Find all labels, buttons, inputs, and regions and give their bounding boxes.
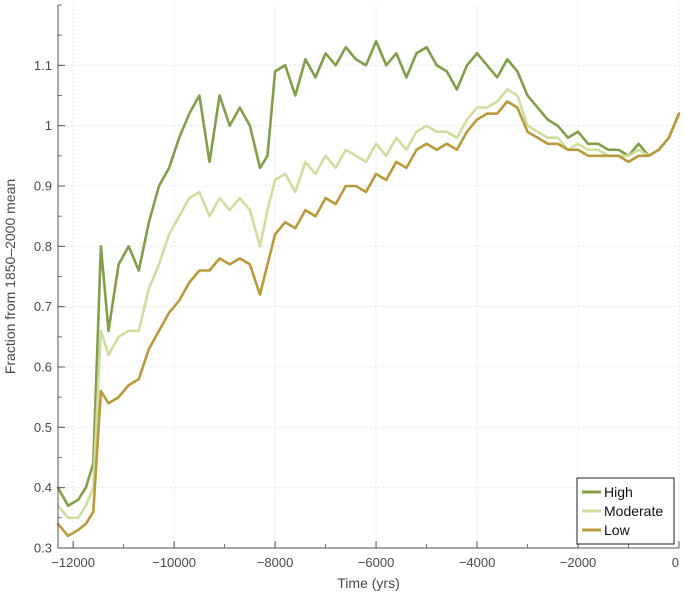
legend-label-moderate: Moderate: [604, 503, 663, 519]
x-tick-label-4: −4000: [459, 555, 496, 570]
axes: [57, 5, 679, 549]
x-tick-label-0: −12000: [51, 555, 95, 570]
y-axis-label: Fraction from 1850–2000 mean: [2, 179, 18, 374]
x-tick-label-3: −6000: [358, 555, 395, 570]
y-tick-label-1: 0.4: [34, 480, 52, 495]
x-axis-label: Time (yrs): [337, 575, 399, 591]
y-tick-label-4: 0.7: [34, 299, 52, 314]
x-tick-label-6: 0: [672, 555, 679, 570]
series-line-moderate: [56, 88, 681, 520]
legend-label-high: High: [604, 484, 633, 500]
legend: High Moderate Low: [576, 477, 675, 545]
series-line-low: [56, 100, 681, 538]
x-tick-label-5: −2000: [560, 555, 597, 570]
y-tick-label-8: 1.1: [34, 58, 52, 73]
x-tick-label-2: −8000: [257, 555, 294, 570]
series-lines: [56, 39, 681, 538]
series-line-high: [56, 39, 681, 508]
x-tick-label-1: −10000: [152, 555, 196, 570]
y-tick-label-5: 0.8: [34, 239, 52, 254]
grid-lines: [58, 5, 680, 549]
ticks: 0.3 0.4 0.5 0.6 0.7 0.8 0.9 1 1.1 −12000 −10000 −80…: [34, 4, 680, 570]
y-tick-label-3: 0.6: [34, 360, 52, 375]
legend-label-low: Low: [604, 522, 631, 538]
y-tick-label-6: 0.9: [34, 179, 52, 194]
y-tick-label-7: 1: [45, 118, 52, 133]
y-tick-label-0: 0.3: [34, 541, 52, 556]
y-tick-label-2: 0.5: [34, 420, 52, 435]
